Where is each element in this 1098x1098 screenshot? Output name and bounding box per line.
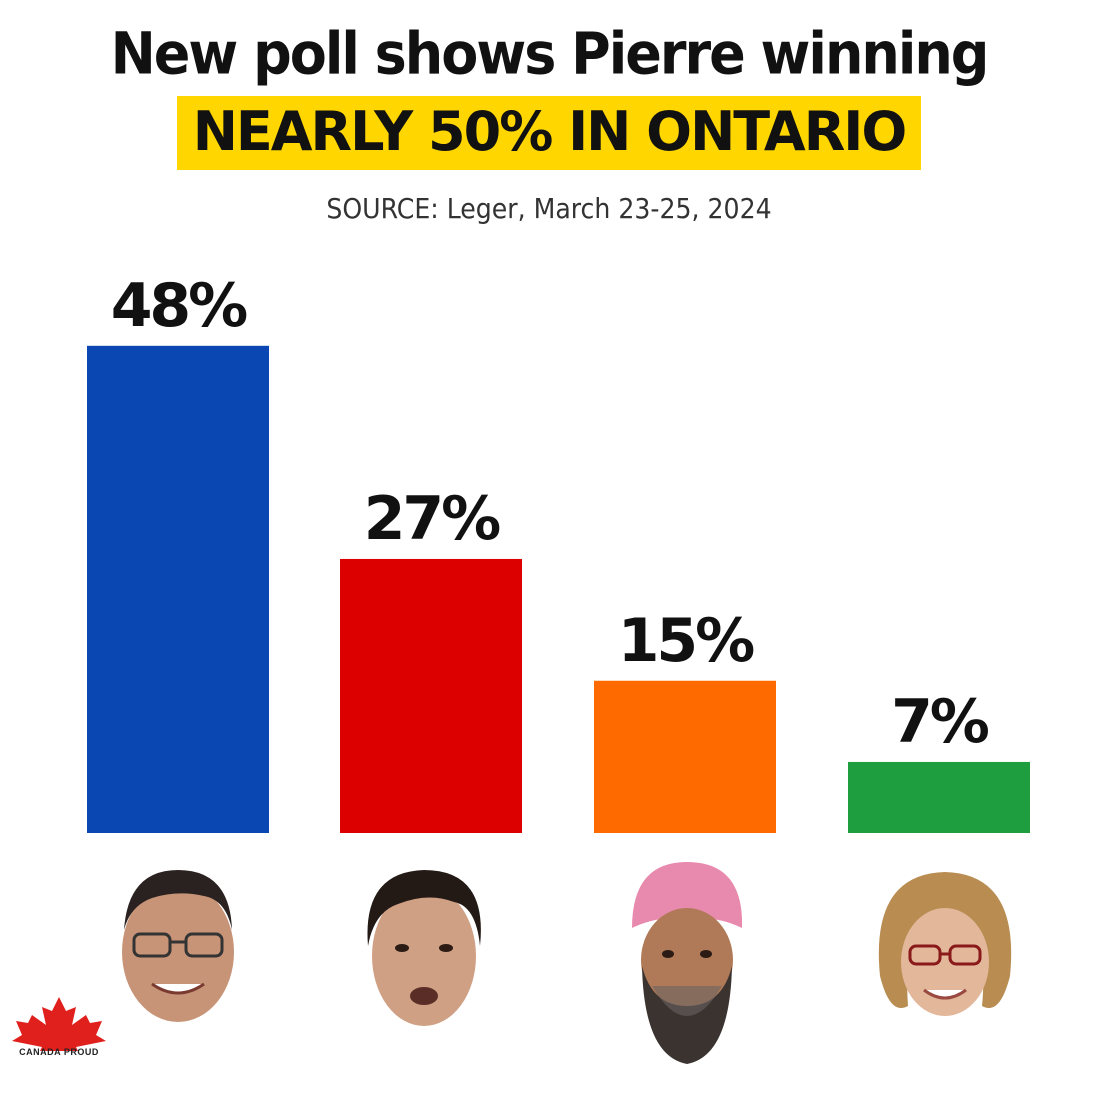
bar-3	[594, 680, 776, 833]
logo-text: CANADA PROUD	[19, 1047, 99, 1057]
maple-leaf-icon	[12, 997, 106, 1051]
person-face-icon	[367, 870, 481, 1026]
person-glasses-face-icon	[122, 870, 234, 1022]
person-turban-face-icon	[632, 862, 743, 1064]
canada-proud-logo: CANADA PROUD	[6, 995, 112, 1075]
bar-value-label-2: 27%	[364, 484, 500, 554]
bar-2	[340, 558, 522, 833]
bar-4	[848, 761, 1030, 833]
bar-value-label-3: 15%	[618, 606, 754, 676]
bar-value-label-1: 48%	[111, 271, 247, 341]
bar-value-label-4: 7%	[891, 687, 989, 757]
highlight-text: NEARLY 50% IN ONTARIO	[176, 96, 922, 170]
chart-title: New poll shows Pierre winning	[110, 19, 990, 88]
highlight-banner: NEARLY 50% IN ONTARIO	[0, 96, 1098, 170]
person-glasses-woman-face-icon	[878, 872, 1012, 1016]
bar-1	[87, 345, 269, 833]
bar-chart: 48% 27% 15% 7%	[87, 271, 1030, 833]
source-note: SOURCE: Leger, March 23-25, 2024	[326, 192, 772, 225]
